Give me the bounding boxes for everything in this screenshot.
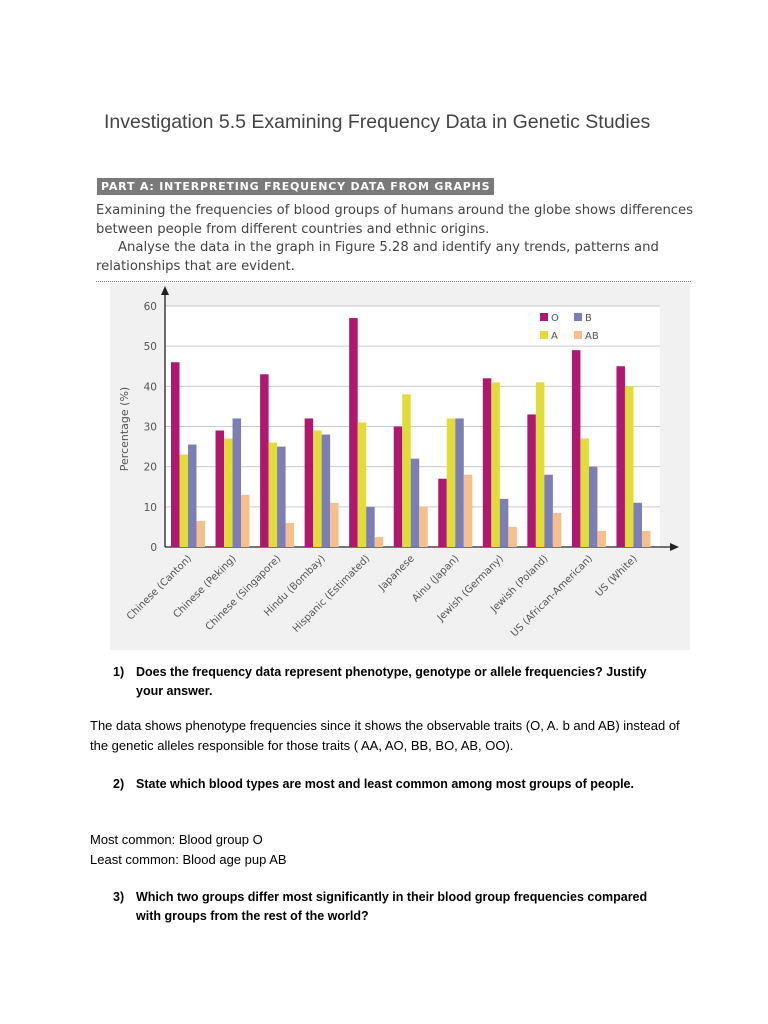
answer-line: The data shows phenotype frequencies sin… bbox=[90, 718, 680, 753]
bar bbox=[357, 422, 367, 547]
bar bbox=[535, 382, 545, 547]
answer: The data shows phenotype frequencies sin… bbox=[90, 716, 690, 756]
bar bbox=[349, 318, 358, 547]
bar bbox=[179, 454, 188, 547]
bar bbox=[374, 536, 384, 547]
y-tick-label: 60 bbox=[144, 301, 157, 313]
bar bbox=[196, 520, 205, 547]
y-tick-label: 50 bbox=[144, 341, 157, 353]
bar bbox=[616, 366, 625, 547]
question-text: Does the frequency data represent phenot… bbox=[136, 665, 647, 698]
bar bbox=[633, 502, 642, 547]
bar bbox=[580, 438, 589, 547]
bar bbox=[330, 502, 339, 547]
bar bbox=[641, 530, 651, 547]
question: 2) State which blood types are most and l… bbox=[113, 775, 673, 794]
question-text: State which blood types are most and lea… bbox=[136, 777, 634, 791]
bar bbox=[366, 506, 375, 547]
y-axis-label: Percentage (%) bbox=[118, 387, 131, 471]
bar bbox=[277, 446, 286, 547]
bar bbox=[171, 362, 180, 547]
bar bbox=[544, 474, 553, 547]
bar bbox=[597, 530, 606, 547]
bar bbox=[241, 494, 250, 547]
bar bbox=[224, 438, 233, 547]
bar bbox=[215, 430, 225, 547]
legend-label: O bbox=[551, 313, 559, 324]
bar bbox=[321, 434, 331, 547]
bar bbox=[588, 466, 598, 547]
question-number: 2) bbox=[113, 777, 125, 791]
legend-swatch bbox=[540, 331, 548, 339]
bar bbox=[402, 394, 411, 547]
bar bbox=[527, 414, 536, 547]
bar bbox=[393, 426, 403, 547]
legend-label: A bbox=[551, 331, 558, 342]
bar bbox=[304, 418, 314, 547]
paragraph: Examining the frequencies of blood group… bbox=[96, 203, 694, 237]
bar bbox=[552, 512, 562, 547]
title: Investigation 5.5 Examining Frequency Da… bbox=[104, 111, 651, 133]
bar bbox=[446, 418, 456, 547]
y-tick-label: 30 bbox=[144, 422, 157, 434]
legend-swatch bbox=[540, 313, 548, 321]
question-text: Which two groups differ most significant… bbox=[136, 890, 648, 923]
question: 3) Which two groups differ most significa… bbox=[113, 888, 673, 926]
bar bbox=[438, 478, 447, 547]
bar bbox=[571, 350, 581, 547]
bar bbox=[508, 526, 517, 547]
legend-label: AB bbox=[585, 331, 599, 342]
y-axis-arrow bbox=[161, 286, 169, 295]
y-tick-label: 20 bbox=[144, 462, 157, 474]
paragraph: Analyse the data in the graph in Figure … bbox=[96, 240, 659, 274]
y-tick-label: 0 bbox=[150, 542, 157, 554]
bar bbox=[260, 374, 269, 547]
bar bbox=[188, 444, 197, 547]
bar bbox=[419, 506, 428, 547]
answer-line: Least common: Blood age pup AB bbox=[90, 852, 287, 867]
bar bbox=[624, 386, 634, 547]
question-number: 1) bbox=[113, 665, 125, 679]
legend-swatch bbox=[574, 331, 582, 339]
bar bbox=[313, 430, 322, 547]
bar bbox=[482, 378, 492, 547]
bar bbox=[285, 522, 295, 547]
answer-line: Most common: Blood group O bbox=[90, 832, 263, 847]
legend-label: B bbox=[585, 313, 592, 324]
y-tick-label: 10 bbox=[144, 502, 157, 514]
bar bbox=[268, 442, 278, 547]
y-tick-label: 40 bbox=[144, 381, 157, 393]
question-number: 3) bbox=[113, 890, 125, 904]
legend-swatch bbox=[574, 313, 582, 321]
bar bbox=[491, 382, 500, 547]
divider bbox=[96, 281, 691, 282]
section-heading: PART A: INTERPRETING FREQUENCY DATA FROM… bbox=[97, 178, 495, 195]
bar bbox=[463, 474, 473, 547]
answer: Most common: Blood group O Least common: … bbox=[90, 830, 690, 870]
question: 1) Does the frequency data represent phen… bbox=[113, 663, 673, 701]
bar bbox=[232, 418, 242, 547]
bar bbox=[410, 458, 420, 547]
bar bbox=[499, 498, 509, 547]
x-axis-arrow bbox=[670, 543, 679, 551]
bar bbox=[455, 418, 464, 547]
